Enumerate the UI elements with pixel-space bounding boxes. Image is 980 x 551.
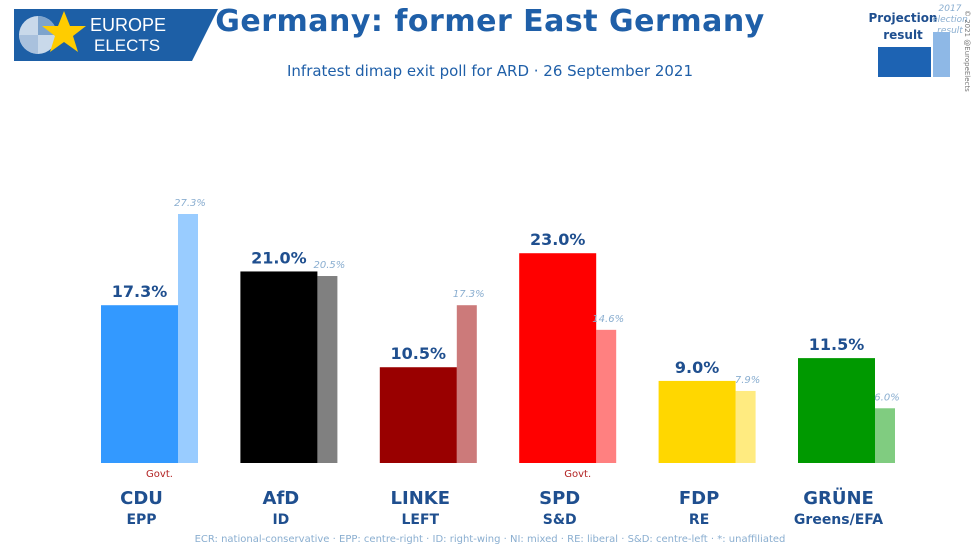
label-projection-spd: 23.0% [530,230,586,249]
logo-line-1: EUROPE [90,15,166,35]
govt-flag-cdu: Govt. [146,469,173,480]
label-2017-grüne: 6.0% [874,392,899,403]
party-group-spd: S&D [543,512,577,528]
bar-2017-grüne [875,408,895,463]
party-name-cdu: CDU [120,488,163,509]
label-2017-cdu: 27.3% [174,198,206,209]
party-name-grüne: GRÜNE [803,487,874,509]
bar-2017-linke [456,305,477,463]
label-projection-afd: 21.0% [251,248,307,267]
footer-legend-note: ECR: national-conservative · EPP: centre… [194,534,786,545]
label-2017-afd: 20.5% [314,260,346,271]
label-2017-spd: 14.6% [592,314,624,325]
chart-title: Germany: former East Germany [215,4,765,39]
party-group-grüne: Greens/EFA [794,512,883,528]
bar-projection-linke [379,367,457,463]
legend-projection-label: Projection result [868,11,938,42]
party-name-linke: LINKE [391,488,450,509]
legend-2017-swatch [933,32,950,77]
party-group-cdu: EPP [126,512,156,528]
bar-2017-spd [596,329,617,463]
bar-2017-afd [317,276,338,463]
label-2017-linke: 17.3% [453,289,485,300]
bar-projection-grüne [798,358,875,463]
legend-projection-swatch [878,47,931,77]
label-projection-grüne: 11.5% [809,335,865,354]
logo-line-2: ELECTS [94,36,160,55]
bar-projection-afd [240,271,318,463]
bar-2017-cdu [178,214,198,463]
party-group-linke: LEFT [401,512,439,528]
chart-subtitle: Infratest dimap exit poll for ARD · 26 S… [286,62,694,80]
label-projection-cdu: 17.3% [112,282,168,301]
party-group-fdp: RE [689,512,709,528]
govt-flag-spd: Govt. [564,469,591,480]
bar-2017-fdp [735,390,756,463]
label-2017-fdp: 7.9% [735,375,760,386]
legend-2017-label: 2017 election result [932,4,968,36]
bar-projection-fdp [658,380,736,463]
bar-projection-spd [519,253,597,463]
label-projection-fdp: 9.0% [675,358,719,377]
party-name-fdp: FDP [679,488,719,509]
bar-projection-cdu [101,305,178,463]
label-projection-linke: 10.5% [391,344,447,363]
party-name-spd: SPD [539,488,580,509]
legend: Projection result 2017 election result [862,2,974,94]
party-name-afd: AfD [263,488,300,509]
europe-elects-logo: EUROPE ELECTS [14,9,218,61]
party-group-afd: ID [272,512,289,528]
